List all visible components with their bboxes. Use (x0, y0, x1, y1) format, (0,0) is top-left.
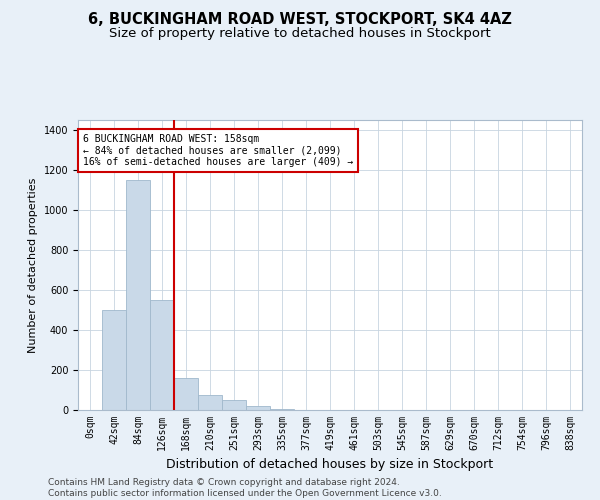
Bar (174, 378, 198, 410)
Y-axis label: Number of detached properties: Number of detached properties (28, 178, 38, 352)
Bar (102, 310, 126, 410)
Text: 6, BUCKINGHAM ROAD WEST, STOCKPORT, SK4 4AZ: 6, BUCKINGHAM ROAD WEST, STOCKPORT, SK4 … (88, 12, 512, 28)
Bar (198, 395, 222, 410)
X-axis label: Distribution of detached houses by size in Stockport: Distribution of detached houses by size … (166, 458, 494, 471)
Text: Contains HM Land Registry data © Crown copyright and database right 2024.
Contai: Contains HM Land Registry data © Crown c… (48, 478, 442, 498)
Text: Size of property relative to detached houses in Stockport: Size of property relative to detached ho… (109, 28, 491, 40)
Bar (270, 409, 294, 410)
Bar (150, 300, 174, 410)
Bar (246, 406, 270, 410)
Text: 6 BUCKINGHAM ROAD WEST: 158sqm
← 84% of detached houses are smaller (2,099)
16% : 6 BUCKINGHAM ROAD WEST: 158sqm ← 84% of … (83, 134, 353, 167)
Bar (126, 180, 150, 410)
Bar (222, 400, 246, 410)
